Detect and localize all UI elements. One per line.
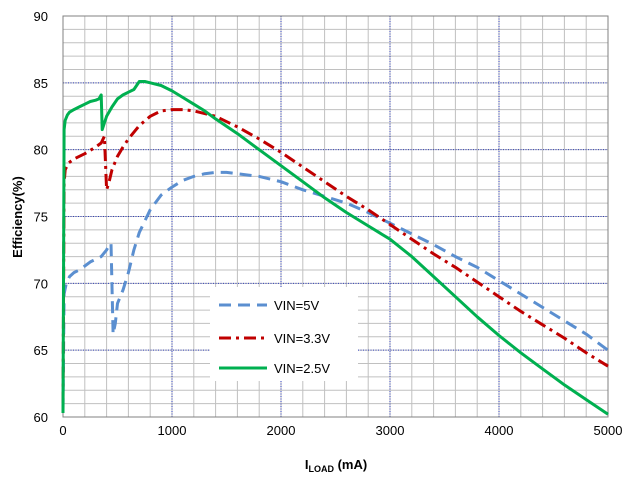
legend-label-vin5: VIN=5V (274, 298, 319, 313)
series-line-0 (61, 170, 609, 411)
series-line-2 (61, 80, 609, 416)
y-tick-label: 90 (34, 9, 48, 24)
y-tick-label: 70 (34, 276, 48, 291)
y-tick-label: 85 (34, 76, 48, 91)
y-tick-label: 60 (34, 410, 48, 425)
legend-label-vin25: VIN=2.5V (274, 361, 330, 376)
x-axis-title-subscript: LOAD (308, 464, 334, 474)
series-lines (61, 80, 609, 416)
x-axis-tick-labels: 0 1000 2000 3000 4000 5000 (59, 423, 622, 438)
legend: VIN=5V VIN=3.3V VIN=2.5V (210, 287, 358, 381)
legend-item-vin25: VIN=2.5V (219, 361, 330, 376)
y-tick-label: 65 (34, 343, 48, 358)
x-axis-title-main: I (305, 457, 309, 472)
y-axis-title: Efficiency(%) (10, 176, 25, 258)
series-line-1 (61, 108, 609, 404)
legend-item-vin5: VIN=5V (219, 298, 319, 313)
y-tick-label: 75 (34, 210, 48, 225)
legend-box (210, 287, 358, 381)
x-tick-label: 3000 (376, 423, 405, 438)
y-axis-tick-labels: 60 65 70 75 80 85 90 (34, 9, 48, 425)
y-tick-label: 80 (34, 143, 48, 158)
x-tick-label: 5000 (594, 423, 623, 438)
x-tick-label: 0 (59, 423, 66, 438)
x-axis-title: ILOAD (mA) (305, 457, 367, 474)
x-tick-label: 4000 (485, 423, 514, 438)
legend-item-vin33: VIN=3.3V (219, 331, 330, 346)
x-tick-label: 2000 (267, 423, 296, 438)
legend-label-vin33: VIN=3.3V (274, 331, 330, 346)
x-axis-title-unit: (mA) (334, 457, 367, 472)
x-tick-label: 1000 (158, 423, 187, 438)
